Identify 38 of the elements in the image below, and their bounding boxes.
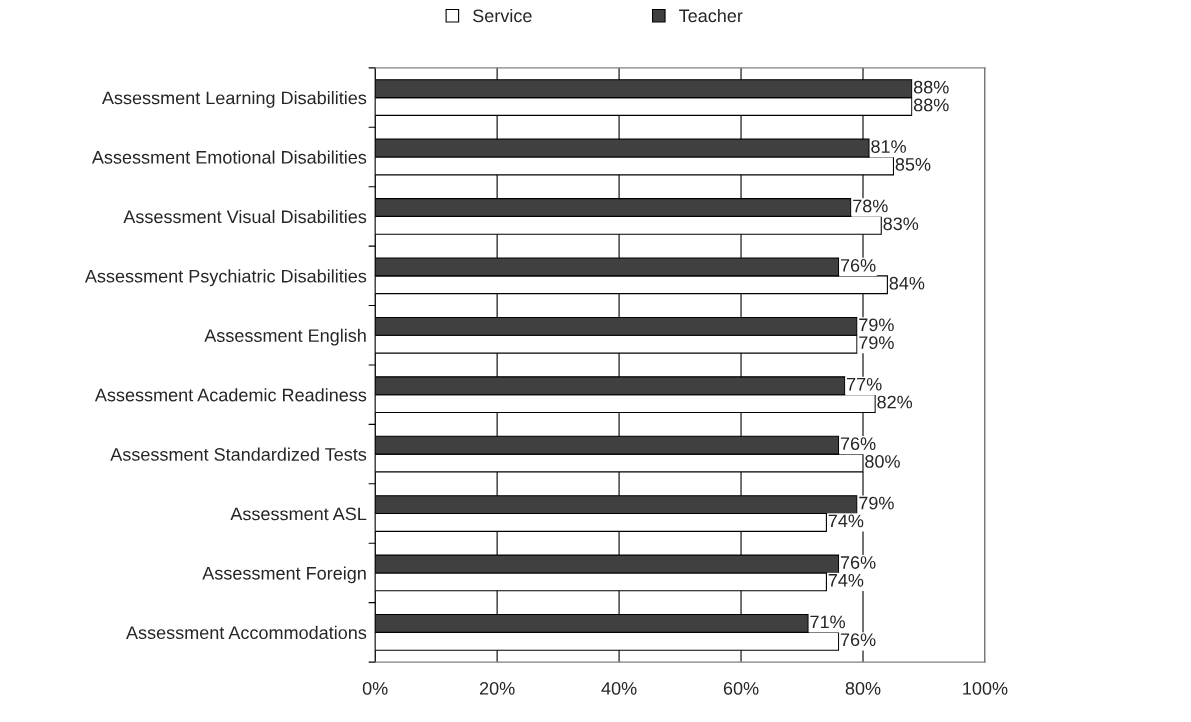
data-label: 81% <box>871 140 906 153</box>
data-label: 76% <box>840 556 876 569</box>
data-label: 76% <box>840 437 876 451</box>
data-label: 74% <box>828 574 864 587</box>
data-label: 88% <box>913 80 949 94</box>
data-label: 76% <box>840 633 876 647</box>
y-tick-label: Assessment ASL <box>230 507 367 521</box>
data-label: 79% <box>859 336 894 350</box>
data-label: 78% <box>853 199 888 213</box>
y-tick-label: Assessment Emotional Disabilities <box>91 150 367 164</box>
x-tick-label: 60% <box>723 682 759 695</box>
data-label: 83% <box>883 217 919 231</box>
data-label: 71% <box>810 615 845 629</box>
y-tick-label: Assessment Visual Disabilities <box>123 209 367 224</box>
data-label: 79% <box>859 318 894 332</box>
y-tick-label: Assessment Academic Readiness <box>94 388 367 402</box>
y-tick-label: Assessment Foreign <box>202 566 366 584</box>
data-label: 85% <box>895 157 931 171</box>
data-label: 80% <box>865 455 900 468</box>
x-tick-label: 80% <box>845 682 881 695</box>
data-label: 76% <box>840 258 876 272</box>
x-tick-label: 20% <box>479 682 515 695</box>
x-tick-label: 40% <box>601 682 637 695</box>
y-tick-label: Assessment English <box>204 328 366 346</box>
data-label: 88% <box>913 98 949 112</box>
y-tick-label: Assessment Accommodations <box>126 625 367 640</box>
data-label: 74% <box>828 514 864 528</box>
data-label: 82% <box>877 395 913 409</box>
legend-label: Service <box>473 8 532 23</box>
data-label: 77% <box>847 377 882 391</box>
data-label: 79% <box>859 496 894 510</box>
y-tick-label: Assessment Psychiatric Disabilities <box>84 269 367 287</box>
data-label: 84% <box>889 276 925 290</box>
x-tick-label: 0% <box>362 682 388 695</box>
y-tick-label: Assessment Learning Disabilities <box>101 91 367 108</box>
x-tick-label: 100% <box>963 682 1008 695</box>
y-tick-label: Assessment Standardized Tests <box>110 447 367 461</box>
legend-label: Teacher <box>679 8 743 23</box>
